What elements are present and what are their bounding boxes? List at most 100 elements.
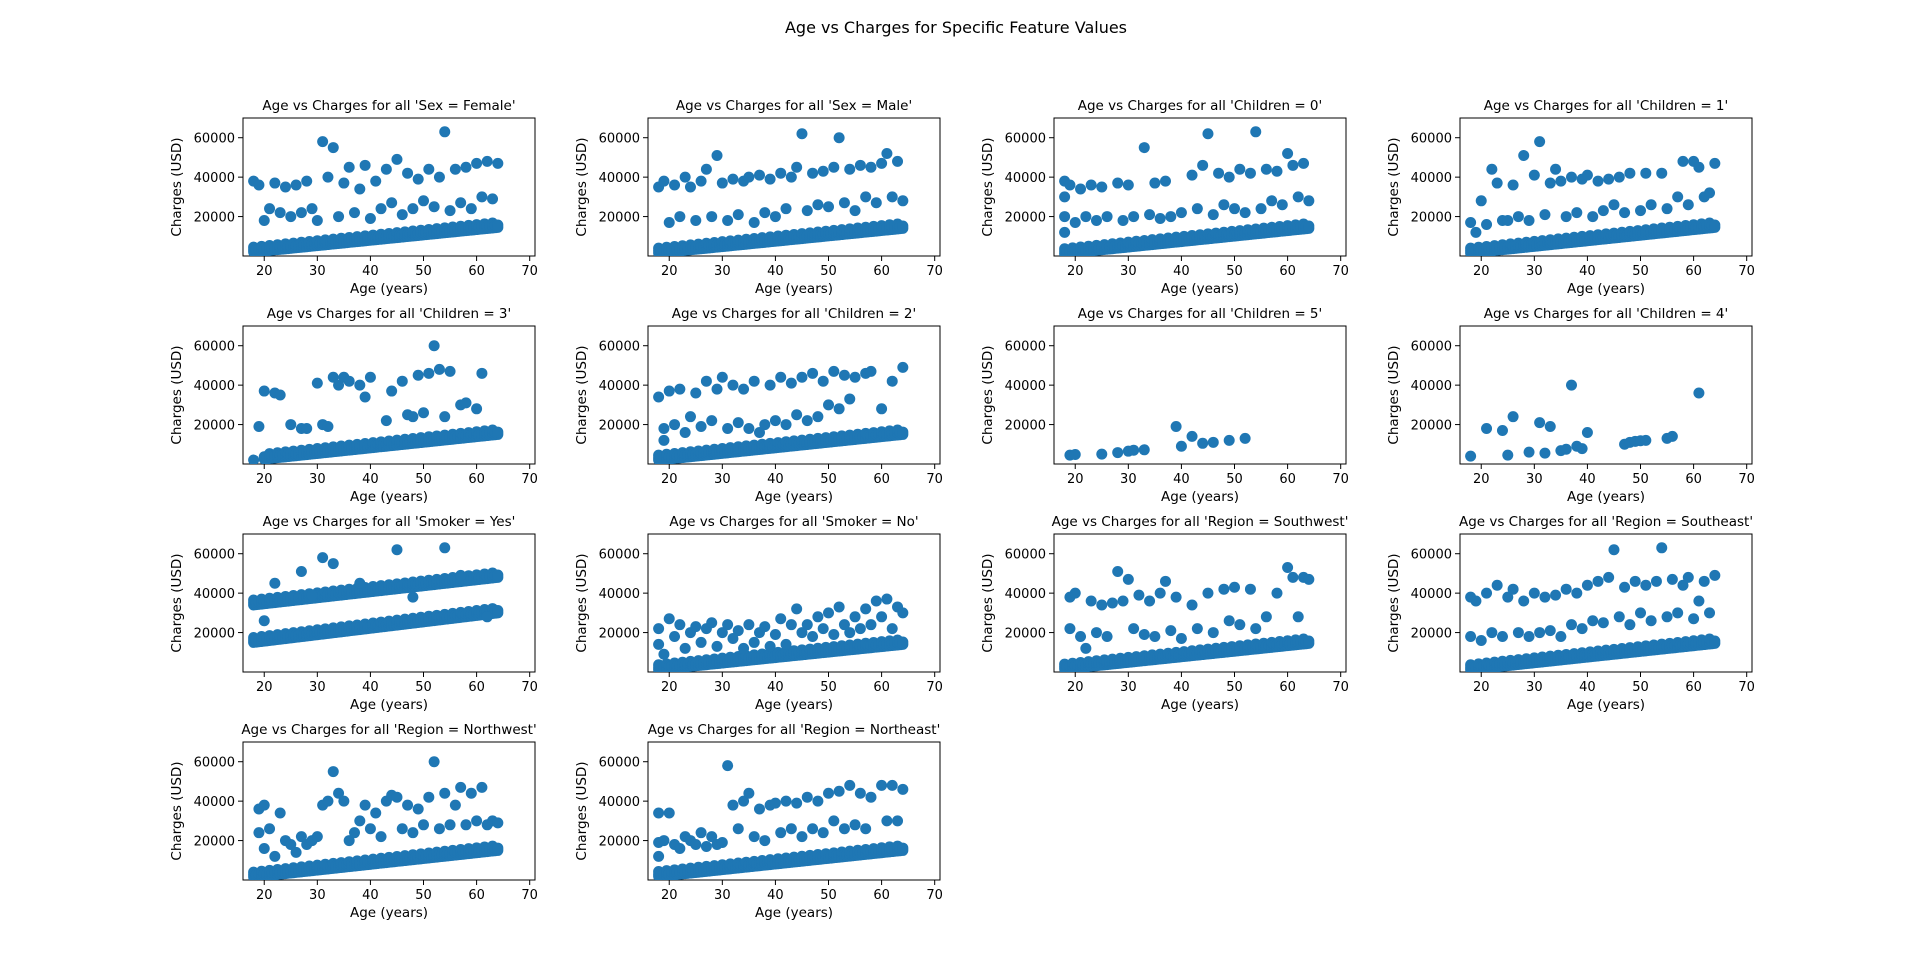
data-point: [716, 177, 728, 189]
data-point: [258, 215, 270, 227]
y-tick-label: 40000: [1411, 379, 1452, 394]
data-point: [775, 371, 787, 383]
data-point: [1059, 191, 1071, 203]
data-point: [258, 615, 270, 627]
data-point: [748, 375, 760, 387]
data-point: [1144, 209, 1156, 221]
data-point: [759, 835, 771, 847]
data-point: [492, 157, 504, 169]
data-point: [1096, 599, 1108, 611]
x-tick-label: 20: [256, 680, 273, 695]
data-point: [279, 181, 291, 193]
subplot-2: Age vs Charges for all 'Sex = Male' 20 30 4…: [574, 98, 943, 297]
data-point: [1565, 379, 1577, 391]
data-point: [1560, 211, 1572, 223]
data-point: [1117, 215, 1129, 227]
x-tick-label: 70: [521, 888, 538, 903]
data-point: [1523, 631, 1535, 643]
y-tick-label: 20000: [1005, 211, 1046, 226]
scatter-points: [248, 542, 504, 648]
data-point: [1292, 611, 1304, 623]
data-point: [1260, 611, 1272, 623]
data-point: [354, 577, 366, 589]
scatter-points: [248, 126, 504, 256]
data-point: [322, 421, 334, 433]
data-point: [258, 799, 270, 811]
x-tick-label: 50: [1226, 472, 1243, 487]
y-tick-label: 60000: [599, 756, 640, 771]
y-tick-label: 20000: [599, 211, 640, 226]
data-point: [1523, 215, 1535, 227]
data-point: [412, 803, 424, 815]
data-point: [1165, 625, 1177, 637]
data-point: [1303, 195, 1315, 207]
data-point: [764, 640, 776, 652]
data-point: [402, 799, 414, 811]
data-point: [791, 797, 803, 809]
data-point: [444, 365, 456, 377]
x-axis-label: Age (years): [1161, 697, 1239, 713]
y-tick-label: 20000: [599, 835, 640, 850]
x-tick-label: 70: [926, 472, 943, 487]
x-tick-label: 70: [1332, 472, 1349, 487]
data-point: [348, 827, 360, 839]
data-point: [423, 163, 435, 175]
data-point: [1191, 623, 1203, 635]
data-point: [1640, 434, 1652, 446]
data-point: [716, 627, 728, 639]
data-point: [1282, 562, 1294, 574]
data-point: [876, 403, 888, 415]
data-point: [812, 611, 824, 623]
data-point: [833, 785, 845, 797]
data-point: [439, 411, 451, 423]
data-point: [865, 365, 877, 377]
subplot-title: Age vs Charges for all 'Children = 4': [1484, 306, 1728, 322]
x-tick-label: 30: [309, 888, 326, 903]
x-tick-label: 50: [820, 472, 837, 487]
x-tick-label: 30: [1526, 680, 1543, 695]
x-tick-label: 60: [1279, 264, 1296, 279]
data-point: [823, 399, 835, 411]
data-point: [1544, 177, 1556, 189]
data-point: [860, 823, 872, 835]
x-tick-label: 50: [1632, 680, 1649, 695]
data-point: [886, 375, 898, 387]
data-point: [1704, 607, 1716, 619]
data-point: [860, 603, 872, 615]
data-point: [1090, 215, 1102, 227]
data-point: [1149, 631, 1161, 643]
x-tick-label: 70: [926, 888, 943, 903]
data-point: [1271, 587, 1283, 599]
data-point: [817, 165, 829, 177]
y-tick-label: 60000: [599, 548, 640, 563]
axes-frame: [1459, 533, 1753, 673]
x-axis-label: Age (years): [1161, 281, 1239, 297]
x-axis-label: Age (years): [350, 905, 428, 921]
data-point: [838, 619, 850, 631]
data-point: [732, 625, 744, 637]
data-point: [1693, 161, 1705, 173]
x-tick-label: 30: [1526, 264, 1543, 279]
y-tick-label: 60000: [599, 340, 640, 355]
data-point: [471, 815, 483, 827]
data-point: [897, 636, 909, 648]
data-point: [1085, 595, 1097, 607]
x-tick-label: 30: [714, 264, 731, 279]
data-point: [881, 147, 893, 159]
y-axis-label: Charges (USD): [1386, 553, 1402, 652]
data-point: [418, 407, 430, 419]
data-point: [439, 787, 451, 799]
data-point: [669, 419, 681, 431]
data-point: [1170, 421, 1182, 433]
y-axis-label: Charges (USD): [574, 345, 590, 444]
y-tick-label: 20000: [194, 419, 235, 434]
data-point: [748, 831, 760, 843]
y-axis-label: Charges (USD): [574, 761, 590, 860]
data-point: [1186, 169, 1198, 181]
data-point: [1239, 432, 1251, 444]
scatter-points: [1465, 136, 1721, 256]
data-point: [876, 157, 888, 169]
data-point: [1186, 430, 1198, 442]
data-point: [690, 387, 702, 399]
data-point: [343, 375, 355, 387]
